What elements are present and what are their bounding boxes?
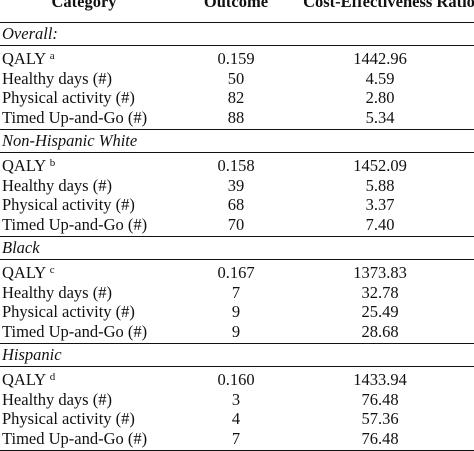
section-title: Hispanic [0,344,474,367]
row-label: Healthy days (#) [2,282,112,302]
table-row: QALY b 0.158 1452.09 [0,156,474,176]
section-title: Overall: [0,23,474,46]
ratio-cell: 5.34 [365,107,395,127]
header-outcome: Outcome [203,0,269,11]
outcome-cell: 4 [231,409,241,428]
section-title: Black [0,237,474,260]
ratio-cell: 1452.09 [353,156,407,175]
ratio-cell: 3.37 [365,195,395,214]
ratio-cell: 4.59 [365,68,395,88]
row-label: Physical activity (#) [2,302,135,321]
ratio-cell: 5.88 [365,175,395,195]
outcome-cell: 3 [231,389,241,409]
row-label-cell: QALY d [2,370,55,390]
ratio-cell: 7.40 [365,214,395,234]
row-label: Timed Up-and-Go (#) [2,107,148,127]
section-group: QALY d 0.160 1433.94 Healthy days (#) 3 76.48… [0,367,474,451]
row-label-cell: Healthy days (#) [2,69,112,89]
footnote-marker: c [49,264,55,276]
outcome-cell: 39 [227,175,245,195]
row-label-cell: Healthy days (#) [2,283,112,303]
table-row: QALY d 0.160 1433.94 [0,370,474,390]
section-group: QALY a 0.159 1442.96 Healthy days (#) 50 4.59… [0,46,474,130]
table-row: Healthy days (#) 7 32.78 [0,283,474,303]
row-label: Healthy days (#) [2,389,112,409]
ratio-cell: 76.48 [361,389,399,409]
outcome-cell: 9 [231,321,241,341]
outcome-cell: 7 [231,282,241,302]
row-label-cell: Timed Up-and-Go (#) [2,322,147,342]
row-label: Physical activity (#) [2,409,135,428]
ratio-cell: 28.68 [361,321,399,341]
outcome-cell: 88 [227,107,245,127]
table-body: Overall: QALY a 0.159 1442.96 Healthy days (… [0,23,474,451]
outcome-cell: 0.160 [217,370,255,389]
row-label: Timed Up-and-Go (#) [2,428,148,448]
footnote-marker: d [49,371,56,383]
table-row: Timed Up-and-Go (#) 70 7.40 [0,215,474,235]
table-row: Timed Up-and-Go (#) 88 5.34 [0,108,474,128]
outcome-cell: 0.158 [217,156,255,175]
table-row: Healthy days (#) 50 4.59 [0,69,474,89]
row-label: QALY [2,156,46,175]
ratio-cell: 25.49 [361,302,399,321]
row-label: Physical activity (#) [2,195,135,214]
row-label-cell: QALY a [2,49,55,69]
header-category: Category [51,0,117,11]
outcome-cell: 9 [231,302,241,321]
ratio-cell: 1433.94 [353,370,407,389]
section-group: QALY c 0.167 1373.83 Healthy days (#) 7 32.78… [0,260,474,344]
row-label-cell: Timed Up-and-Go (#) [2,429,147,449]
outcome-cell: 0.159 [217,49,255,68]
row-label: Physical activity (#) [2,88,135,107]
table-header: Category Outcome Cost-Effectiveness Rati… [0,0,474,23]
table-row: Physical activity (#) 4 57.36 [0,409,474,429]
row-label-cell: Healthy days (#) [2,176,112,196]
row-label-cell: QALY b [2,156,55,176]
row-label-cell: Physical activity (#) [2,409,135,429]
row-label: Timed Up-and-Go (#) [2,321,148,341]
table-row: Physical activity (#) 9 25.49 [0,302,474,322]
header-ratio: Cost-Effectiveness Ratio [303,0,474,11]
row-label: Timed Up-and-Go (#) [2,214,148,234]
row-label-cell: Healthy days (#) [2,390,112,410]
row-label-cell: Timed Up-and-Go (#) [2,108,147,128]
footnote-marker: a [49,50,55,62]
outcome-cell: 82 [227,88,245,107]
section-title: Non-Hispanic White [0,130,474,153]
row-label-cell: QALY c [2,263,55,283]
table-row: Physical activity (#) 68 3.37 [0,195,474,215]
outcome-cell: 0.167 [217,263,255,282]
outcome-cell: 50 [227,68,245,88]
ratio-cell: 1442.96 [353,49,407,68]
ratio-cell: 76.48 [361,428,399,448]
outcome-cell: 68 [227,195,245,214]
row-label: Healthy days (#) [2,68,112,88]
ratio-cell: 57.36 [361,409,399,428]
table-row: Timed Up-and-Go (#) 9 28.68 [0,322,474,342]
section-group: QALY b 0.158 1452.09 Healthy days (#) 39 5.88… [0,153,474,237]
ratio-cell: 32.78 [361,282,399,302]
table-row: Healthy days (#) 3 76.48 [0,390,474,410]
row-label: Healthy days (#) [2,175,112,195]
table-row: Timed Up-and-Go (#) 7 76.48 [0,429,474,449]
table-row: Physical activity (#) 82 2.80 [0,88,474,108]
ratio-cell: 2.80 [365,88,395,107]
table-row: QALY a 0.159 1442.96 [0,49,474,69]
row-label-cell: Physical activity (#) [2,302,135,322]
row-label: QALY [2,263,46,282]
row-label: QALY [2,370,46,389]
row-label-cell: Physical activity (#) [2,195,135,215]
ratio-cell: 1373.83 [353,263,407,282]
table-row: Healthy days (#) 39 5.88 [0,176,474,196]
outcome-cell: 70 [227,214,245,234]
outcome-cell: 7 [231,428,241,448]
footnote-marker: b [49,157,56,169]
row-label: QALY [2,49,46,68]
table-row: QALY c 0.167 1373.83 [0,263,474,283]
row-label-cell: Physical activity (#) [2,88,135,108]
row-label-cell: Timed Up-and-Go (#) [2,215,147,235]
